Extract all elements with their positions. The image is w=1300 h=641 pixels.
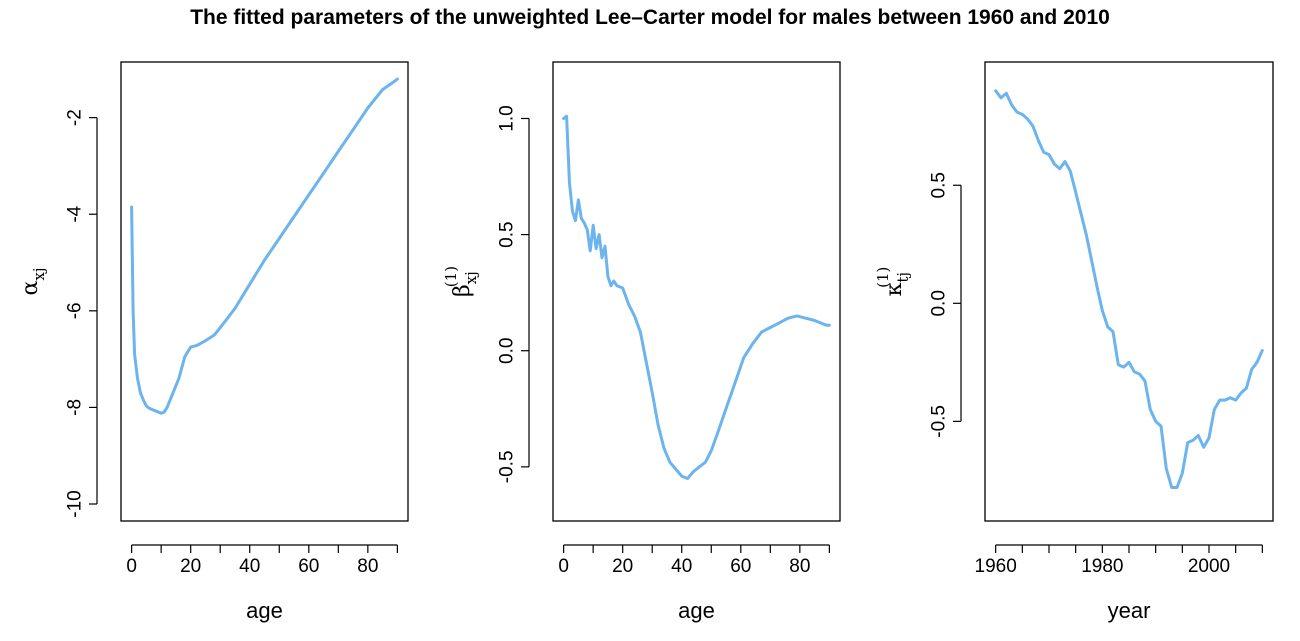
y-axis-title: αxj [18, 268, 48, 296]
series-line [994, 89, 1264, 489]
y-axis-symbol: α [18, 280, 43, 295]
y-axis-subscript: xj [462, 271, 480, 284]
x-tick-label: 40 [671, 556, 692, 577]
y-tick-label: -8 [65, 399, 86, 416]
y-tick-label: -0.5 [929, 405, 950, 438]
panel-2: 0 20 40 60 80 -0.5 0.0 0.5 1.0 age βxj(1) [442, 61, 841, 623]
y-axis-title: κtj(1) [874, 267, 912, 297]
y-tick-label: 0.0 [929, 290, 950, 316]
x-tick-label: 2000 [1188, 556, 1230, 577]
x-axis-title: age [678, 598, 715, 623]
y-axis-symbol: β [450, 284, 475, 297]
y-axis-subscript: xj [30, 268, 48, 281]
x-tick-label: 1980 [1081, 556, 1123, 577]
series-line [130, 77, 399, 415]
x-tick-label: 20 [612, 556, 633, 577]
y-tick-label: 0.0 [497, 338, 518, 364]
x-axis-title: age [246, 598, 283, 623]
x-axis-title: year [1108, 598, 1151, 623]
panel-1: 0 20 40 60 80 -10 -8 -6 -4 -2 age αxj [18, 61, 409, 623]
series-line [562, 114, 831, 480]
x-tick-label: 1960 [975, 556, 1017, 577]
y-axis-subscript: tj [894, 272, 912, 283]
y-axis-superscript: (1) [442, 266, 460, 287]
panel-3: 1960 1980 2000 -0.5 0.0 0.5 year κtj(1) [874, 61, 1274, 623]
y-tick-label: -10 [65, 490, 86, 517]
x-tick-label: 60 [298, 556, 319, 577]
x-tick-label: 20 [180, 556, 201, 577]
y-axis-title: βxj(1) [442, 266, 480, 297]
x-tick-label: 40 [239, 556, 260, 577]
plot-frame [984, 61, 1274, 522]
x-tick-label: 0 [126, 556, 137, 577]
y-tick-label: 1.0 [497, 105, 518, 131]
page-title: The fitted parameters of the unweighted … [190, 6, 1110, 29]
y-axis-superscript: (1) [874, 267, 892, 288]
x-tick-label: 60 [730, 556, 751, 577]
plot-frame [552, 61, 841, 522]
y-tick-label: 0.5 [497, 221, 518, 247]
y-axis-symbol: κ [882, 282, 907, 296]
x-tick-label: 0 [558, 556, 569, 577]
y-tick-label: -2 [65, 109, 86, 126]
y-tick-label: -6 [65, 302, 86, 319]
y-tick-label: -0.5 [497, 450, 518, 483]
x-tick-label: 80 [789, 556, 810, 577]
y-tick-label: -4 [65, 205, 86, 222]
plot-frame [120, 61, 409, 522]
y-tick-label: 0.5 [929, 172, 950, 198]
x-tick-label: 80 [357, 556, 378, 577]
